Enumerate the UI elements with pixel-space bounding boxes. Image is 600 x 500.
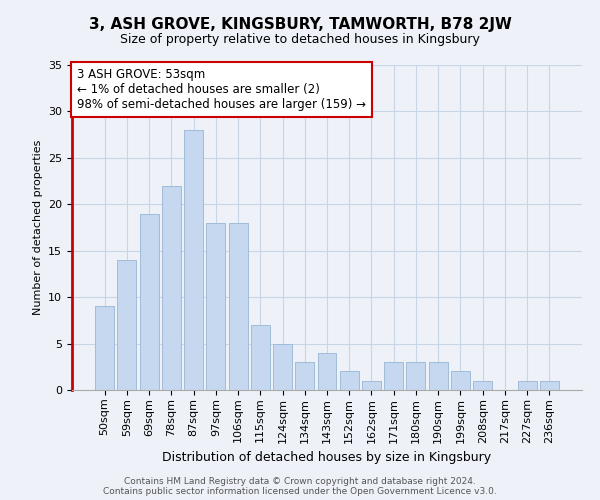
Y-axis label: Number of detached properties: Number of detached properties [32,140,43,315]
Bar [140,214,158,390]
Bar [162,186,181,390]
Text: Contains public sector information licensed under the Open Government Licence v3: Contains public sector information licen… [103,488,497,496]
Text: 3 ASH GROVE: 53sqm
← 1% of detached houses are smaller (2)
98% of semi-detached : 3 ASH GROVE: 53sqm ← 1% of detached hous… [77,68,366,112]
Bar [362,380,381,390]
Text: Contains HM Land Registry data © Crown copyright and database right 2024.: Contains HM Land Registry data © Crown c… [124,478,476,486]
Bar [295,362,314,390]
Bar [95,306,114,390]
Bar [518,380,536,390]
Bar [540,380,559,390]
Text: 3, ASH GROVE, KINGSBURY, TAMWORTH, B78 2JW: 3, ASH GROVE, KINGSBURY, TAMWORTH, B78 2… [89,18,511,32]
Bar [251,325,270,390]
Bar [184,130,203,390]
Bar [229,223,248,390]
Bar [406,362,425,390]
Bar [317,353,337,390]
Bar [206,223,225,390]
X-axis label: Distribution of detached houses by size in Kingsbury: Distribution of detached houses by size … [163,451,491,464]
Bar [118,260,136,390]
Bar [340,372,359,390]
Bar [429,362,448,390]
Bar [384,362,403,390]
Text: Size of property relative to detached houses in Kingsbury: Size of property relative to detached ho… [120,32,480,46]
Bar [273,344,292,390]
Bar [451,372,470,390]
Bar [473,380,492,390]
